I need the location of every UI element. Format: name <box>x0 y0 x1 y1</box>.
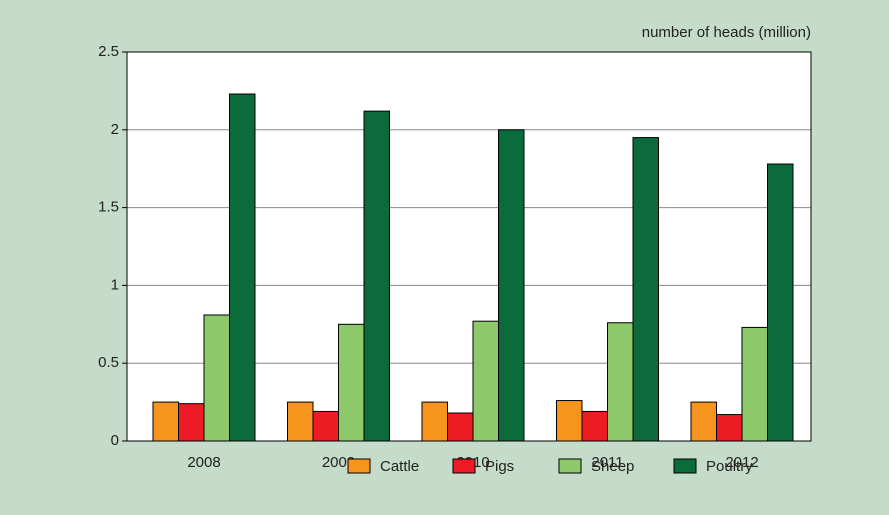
bar <box>767 163 794 442</box>
bar <box>287 401 314 442</box>
bar <box>581 410 608 442</box>
bar <box>363 110 390 442</box>
y-tick-label: 0.5 <box>98 354 119 371</box>
y-tick-label: 2.5 <box>98 43 119 60</box>
x-tick-label: 2009 <box>322 454 355 471</box>
bar <box>607 322 634 442</box>
bar <box>690 401 717 442</box>
legend-label: Poultry <box>706 458 753 475</box>
x-tick-label: 2008 <box>187 454 220 471</box>
y-tick-label: 1 <box>111 276 119 293</box>
bar <box>741 326 768 442</box>
x-tick-label: 2012 <box>725 454 758 471</box>
bar <box>229 93 256 442</box>
bar <box>472 320 499 442</box>
bar <box>203 314 230 442</box>
legend-label: Pigs <box>485 458 514 475</box>
plot-border <box>126 51 812 442</box>
y-tick-label: 1.5 <box>98 199 119 216</box>
bar <box>716 414 743 442</box>
legend-swatch <box>347 458 371 474</box>
legend-swatch <box>452 458 476 474</box>
legend-swatch <box>673 458 697 474</box>
y-tick-label: 2 <box>111 121 119 138</box>
bar <box>421 401 448 442</box>
bar <box>338 323 365 442</box>
bar <box>632 137 659 442</box>
legend-label: Cattle <box>380 458 419 475</box>
bar <box>178 403 205 442</box>
y-tick-label: 0 <box>111 432 119 449</box>
bar <box>312 410 339 442</box>
legend-label: Sheep <box>591 458 634 475</box>
legend-swatch <box>558 458 582 474</box>
bar <box>152 401 179 442</box>
bar <box>556 400 583 442</box>
bar <box>447 412 474 442</box>
axis-label: number of heads (million) <box>642 24 811 41</box>
x-tick-label: 2011 <box>591 454 623 471</box>
bar <box>498 129 525 442</box>
